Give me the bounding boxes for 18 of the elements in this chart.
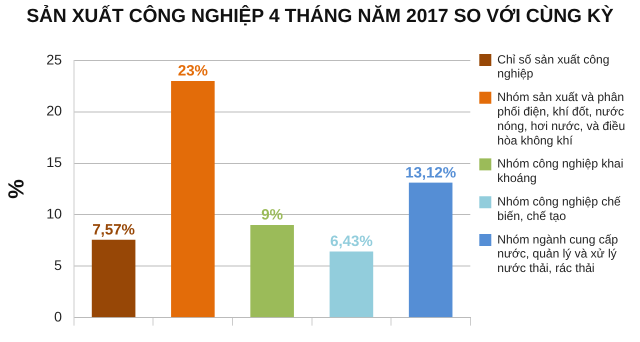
data-label: 6,43% <box>330 233 373 250</box>
y-tick-label: 0 <box>54 308 62 324</box>
legend-label: Chỉ số sản xuất công nghiệp <box>497 52 610 81</box>
y-tick-label: 25 <box>46 51 62 68</box>
legend-label: Nhóm công nghiệp khai khoáng <box>497 156 624 186</box>
data-label: 7,57% <box>92 221 135 238</box>
data-label: 13,12% <box>405 164 456 182</box>
y-axis-title: % <box>3 179 28 199</box>
legend-label: Nhóm ngành cung cấp nước, quản lý và xử lý nước thải, rác thải <box>497 232 618 276</box>
data-label: 23% <box>178 62 208 80</box>
y-tick-label: 5 <box>54 257 62 274</box>
y-tick-label: 15 <box>46 154 62 170</box>
legend-label: Nhóm sản xuất và phân phối điện, khí đốt, nước nóng, hơi nước, và điều hòa không khí <box>497 90 626 148</box>
legend-label: Nhóm công nghiệp chế biến, chế tạo <box>497 194 622 223</box>
y-tick-label: 20 <box>46 102 62 119</box>
chart-title: SẢN XUẤT CÔNG NGHIỆP 4 THÁNG NĂM 2017 SO VỚI CÙNG KỲ <box>25 6 614 28</box>
y-tick-label: 10 <box>46 206 62 222</box>
data-label: 9% <box>261 206 283 224</box>
